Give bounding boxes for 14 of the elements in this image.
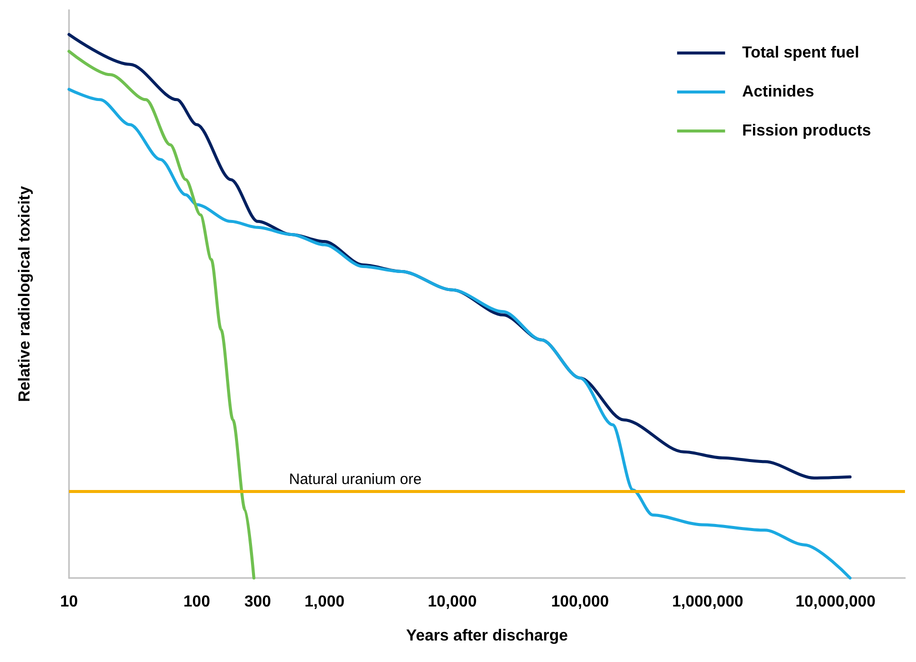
y-axis-title: Relative radiological toxicity bbox=[16, 186, 34, 402]
ref-line-label: Natural uranium ore bbox=[289, 471, 422, 488]
legend-label: Total spent fuel bbox=[742, 44, 860, 62]
x-axis-title: Years after discharge bbox=[406, 628, 568, 644]
x-tick-label: 100 bbox=[183, 594, 210, 610]
legend-label: Fission products bbox=[742, 122, 872, 140]
x-tick-label: 10 bbox=[60, 594, 78, 610]
x-tick-label: 1,000,000 bbox=[672, 594, 744, 610]
x-tick-label: 1,000 bbox=[304, 594, 345, 610]
x-tick-label: 100,000 bbox=[551, 594, 610, 610]
x-tick-label: 300 bbox=[244, 594, 272, 610]
x-tick-label: 10,000,000 bbox=[795, 594, 876, 610]
legend-label: Actinides bbox=[742, 84, 814, 100]
x-tick-label: 10,000 bbox=[428, 594, 477, 610]
